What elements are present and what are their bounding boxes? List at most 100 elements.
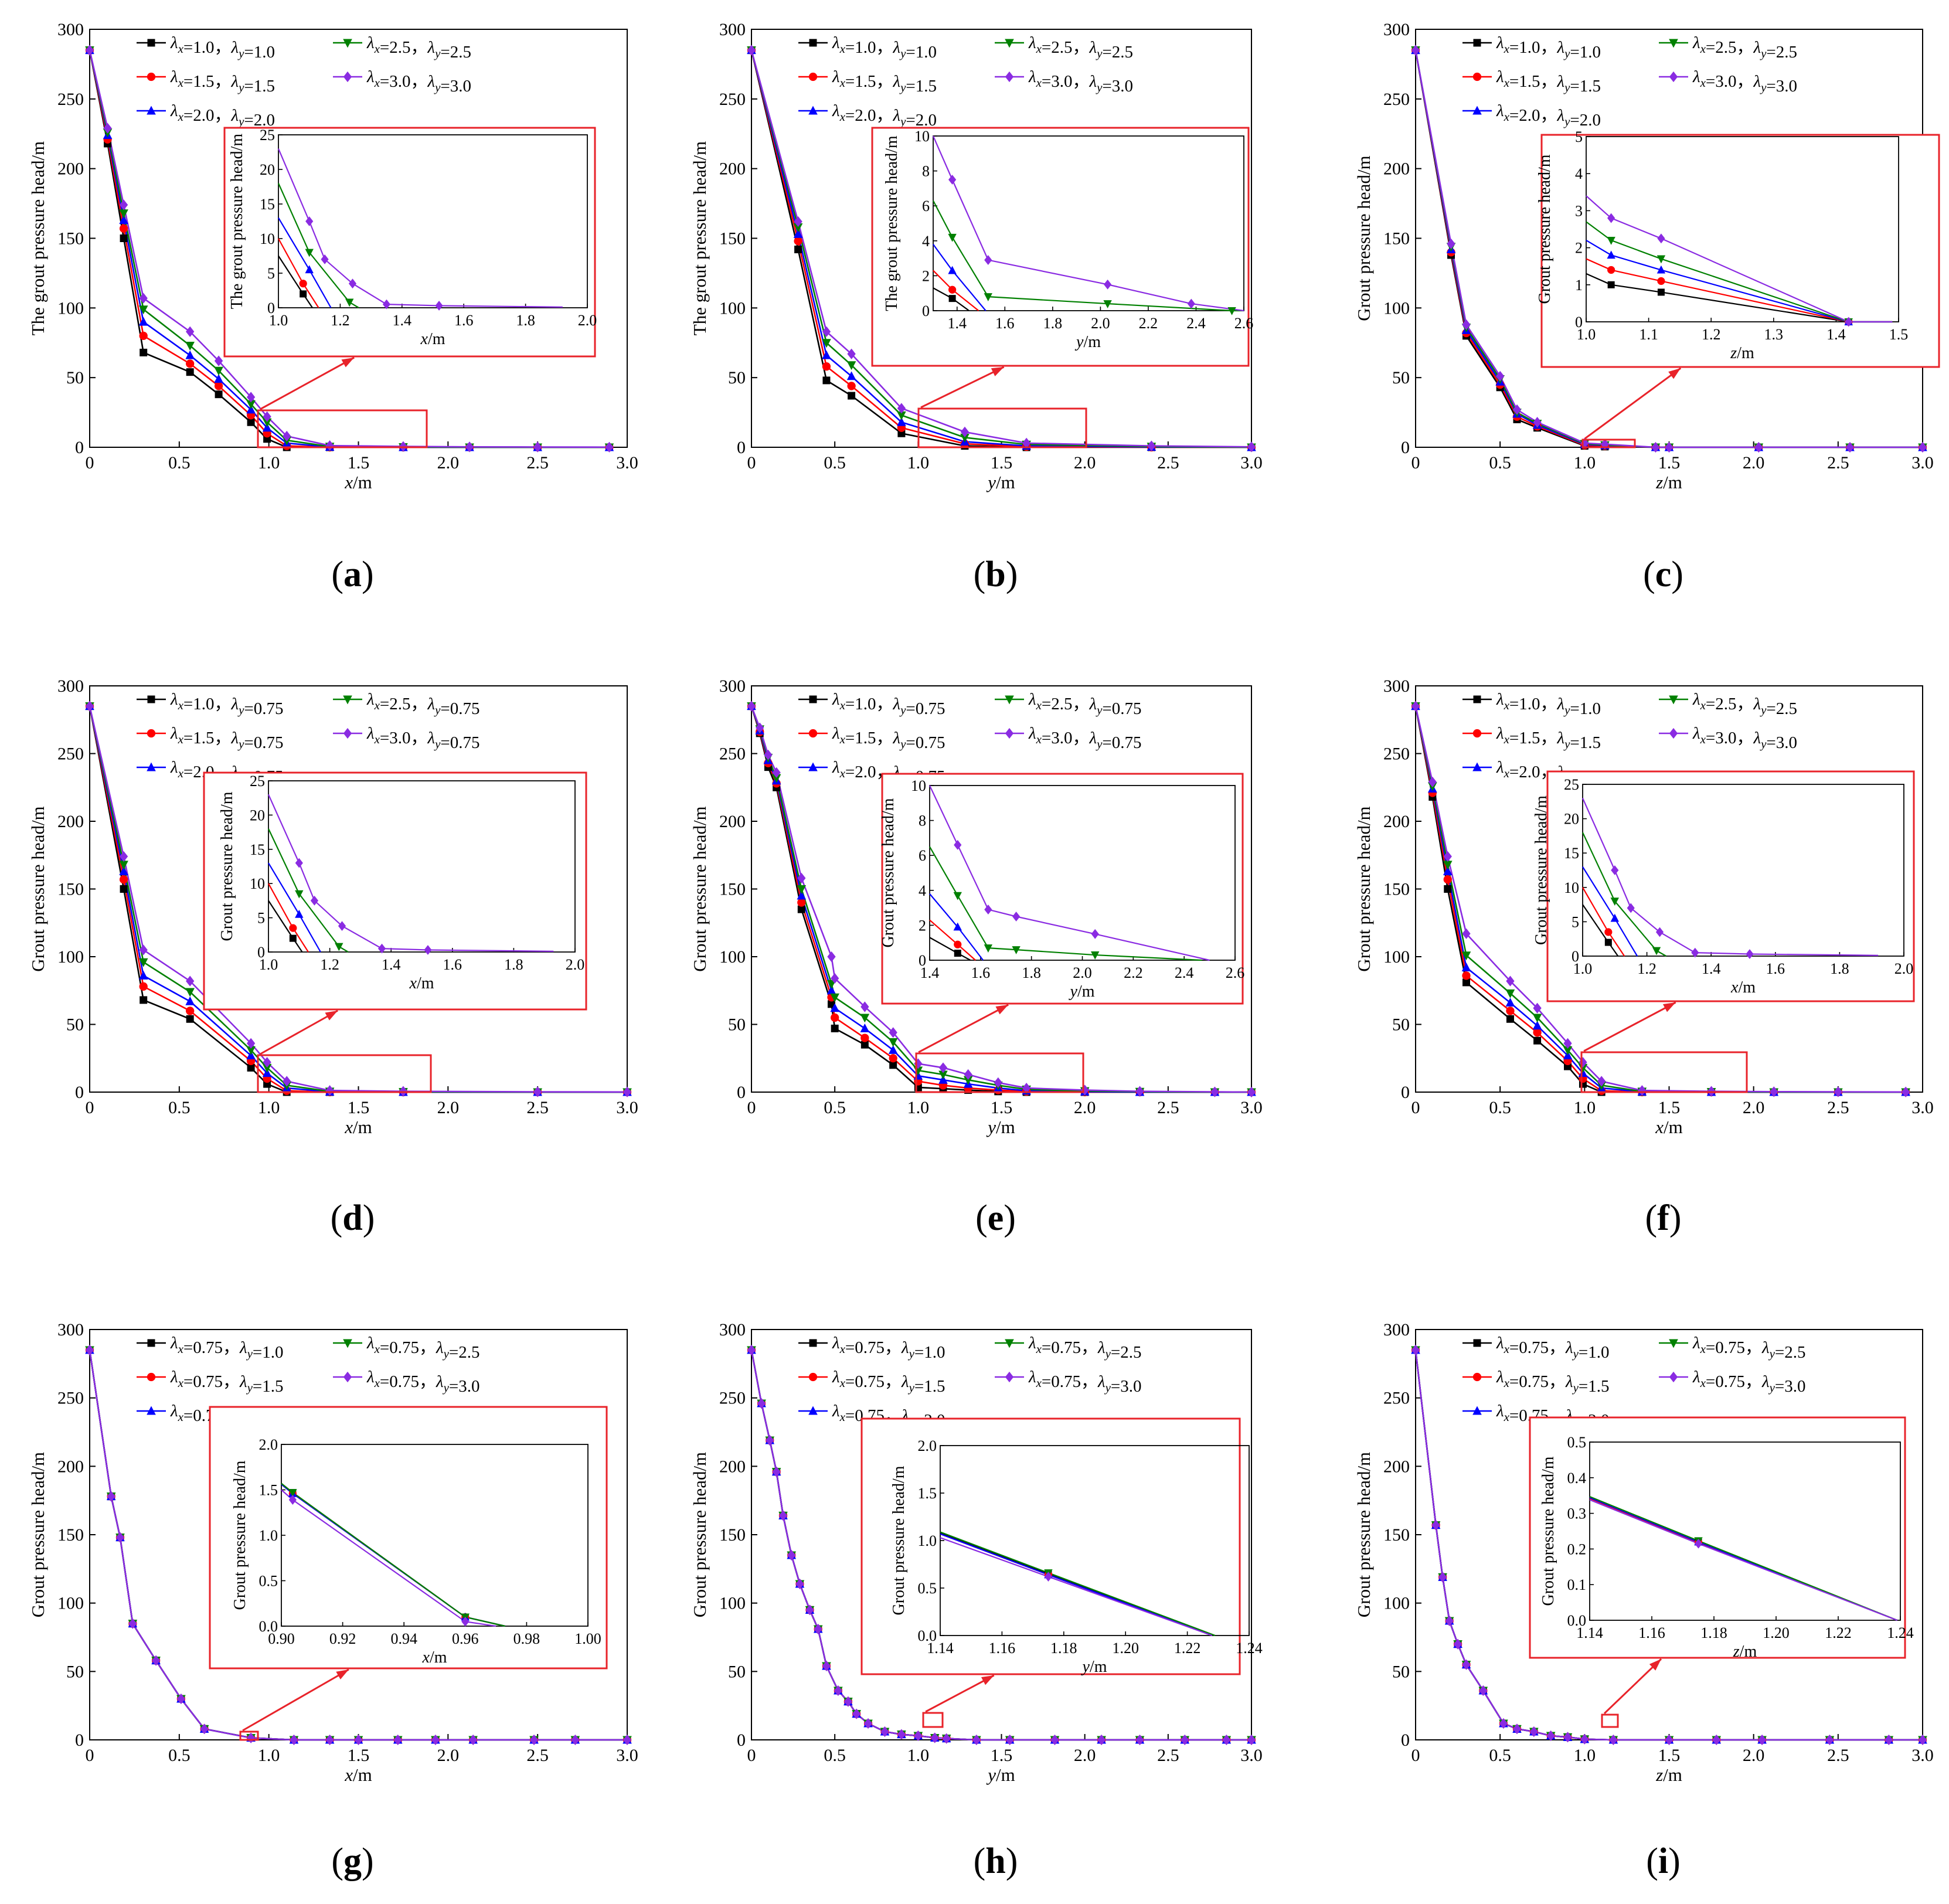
data-point [119, 224, 128, 233]
lambda-symbol: λ [170, 1334, 178, 1352]
legend-text-part: =1.0 [253, 1343, 284, 1362]
data-point [747, 1344, 756, 1356]
lambda-symbol: λ [1753, 695, 1761, 713]
y-tick-label: 50 [66, 1662, 84, 1681]
y-axis-label: The grout pressure head/m [28, 141, 48, 335]
lambda-subscript: y [899, 737, 906, 751]
inset-y-tick-label: 0 [257, 944, 265, 961]
legend-marker [343, 71, 352, 83]
legend-marker [343, 695, 352, 705]
panel-label-paren: ) [1004, 1198, 1016, 1238]
lambda-symbol: λ [893, 695, 901, 713]
data-point [1506, 975, 1515, 987]
inset-data-point [348, 278, 357, 289]
axis-unit: /m [353, 472, 372, 492]
lambda-subscript: x [178, 1342, 184, 1356]
data-point [247, 1063, 255, 1072]
lambda-subscript: x [1700, 42, 1706, 56]
y-tick-label: 0 [1401, 438, 1410, 457]
lambda-subscript: x [839, 766, 846, 780]
data-point [115, 1532, 125, 1543]
inset-y-tick-label: 0.0 [259, 1618, 278, 1635]
legend-text-part: =1.5 [1570, 77, 1601, 96]
x-tick-label: 2.5 [526, 1098, 549, 1117]
zoom-arrow-line [920, 366, 1005, 409]
panel-label-letter: d [342, 1198, 362, 1238]
legend-text-part: =3.0 [440, 77, 471, 96]
data-point [822, 339, 831, 348]
inset-data-point [295, 858, 303, 868]
inset-x-tick-label: 2.6 [1226, 964, 1245, 981]
inset-chart: 0.90 0.92 0.94 0.96 0.98 1.00 0.0 0.5 1.0 1.5 2.0 x… [231, 1436, 601, 1667]
y-tick-label: 300 [57, 1320, 84, 1339]
legend-label: λx=2.0，λy=2.0 [1496, 101, 1601, 130]
y-tick-label: 250 [57, 1389, 84, 1408]
inset-data-point [1657, 288, 1665, 296]
lambda-subscript: x [839, 698, 846, 712]
x-tick-label: 0.5 [824, 1746, 846, 1765]
lambda-subscript: x [839, 42, 846, 56]
lambda-symbol: λ [366, 724, 375, 743]
y-tick-label: 100 [719, 947, 746, 967]
data-point [1411, 701, 1420, 712]
y-axis-label: Grout pressure head/m [1353, 155, 1374, 321]
legend-text-part: =1.5， [845, 729, 893, 747]
x-tick-label: 1.0 [1574, 453, 1596, 472]
inset-plot-frame [1589, 1441, 1901, 1621]
legend-text-part: =0.75， [845, 1372, 902, 1391]
data-point [1050, 1734, 1059, 1746]
data-point [431, 1734, 440, 1746]
data-point [119, 209, 128, 219]
lambda-symbol: λ [1761, 1372, 1770, 1391]
y-tick-label: 200 [1383, 159, 1410, 179]
lambda-symbol: λ [1692, 690, 1700, 709]
y-tick-label: 250 [1383, 744, 1410, 764]
inset-x-tick-label: 1.14 [927, 1640, 954, 1657]
inset-y-axis-label: Grout pressure head/m [1536, 154, 1554, 304]
legend-marker [1669, 727, 1678, 739]
x-tick-label: 0 [747, 1098, 756, 1117]
panel-label-letter: g [343, 1841, 362, 1881]
data-point [942, 1733, 951, 1744]
lambda-subscript: x [839, 1410, 846, 1424]
data-point [1005, 1734, 1014, 1746]
data-point [325, 440, 334, 451]
inset-x-tick-label: 1.6 [971, 964, 991, 981]
axis-variable: x [1655, 1117, 1664, 1137]
inset-x-tick-label: 2.0 [566, 956, 585, 973]
data-point [826, 985, 836, 995]
lambda-symbol: λ [1692, 1334, 1700, 1352]
y-axis-label: Grout pressure head/m [1353, 806, 1374, 971]
legend-text-part: =2.0， [1509, 106, 1557, 125]
x-tick-label: 3.0 [616, 1746, 638, 1765]
zoom-region-box [257, 409, 428, 448]
lambda-symbol: λ [170, 101, 178, 120]
inset-y-axis-label: Grout pressure head/m [218, 791, 236, 941]
y-tick-label: 150 [57, 1525, 84, 1545]
data-point [247, 418, 255, 426]
inset-y-tick-label: 5 [1575, 128, 1583, 145]
inset-data-point [1657, 277, 1665, 285]
inset-x-tick-label: 1.20 [1763, 1624, 1790, 1641]
x-tick-label: 0 [747, 1746, 756, 1765]
data-point [623, 1734, 632, 1746]
lambda-subscript: y [434, 737, 441, 751]
inset-data-point [295, 909, 304, 918]
x-axis-label: x/m [344, 472, 372, 492]
data-point [1147, 440, 1156, 451]
lambda-subscript: y [899, 114, 906, 128]
data-point [1496, 370, 1505, 382]
panel-label-letter: e [988, 1198, 1004, 1238]
x-tick-label: 3.0 [616, 453, 638, 472]
data-point [1506, 1015, 1514, 1023]
data-point [283, 430, 291, 442]
data-point [246, 1046, 256, 1055]
lambda-symbol: λ [436, 1338, 444, 1357]
lambda-symbol: λ [1496, 101, 1504, 120]
legend-text-part: =2.5 [1111, 1343, 1142, 1362]
x-tick-label: 2.0 [1074, 1746, 1096, 1765]
data-point [1533, 417, 1542, 428]
legend-text-part: =1.0 [906, 43, 937, 62]
inset-x-tick-label: 1.8 [1043, 315, 1063, 332]
data-point [140, 348, 148, 356]
